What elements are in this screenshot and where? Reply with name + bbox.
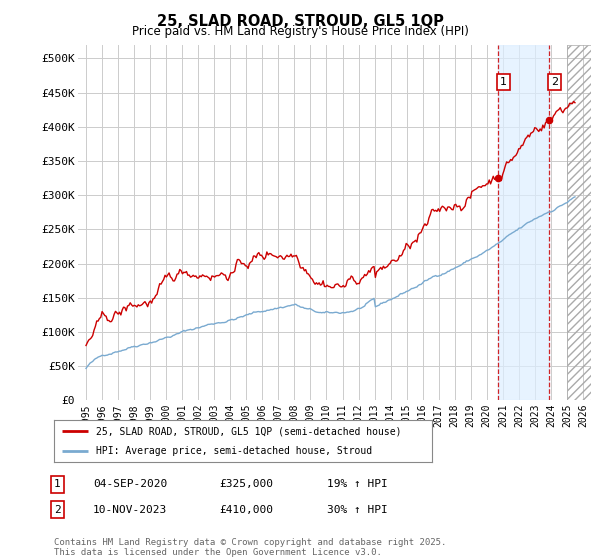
Text: 1: 1: [500, 77, 507, 87]
Text: 2: 2: [54, 505, 61, 515]
Text: 10-NOV-2023: 10-NOV-2023: [93, 505, 167, 515]
Text: £410,000: £410,000: [219, 505, 273, 515]
Bar: [567, 45, 591, 400]
Text: HPI: Average price, semi-detached house, Stroud: HPI: Average price, semi-detached house,…: [95, 446, 372, 456]
Text: £325,000: £325,000: [219, 479, 273, 489]
Text: Contains HM Land Registry data © Crown copyright and database right 2025.
This d: Contains HM Land Registry data © Crown c…: [54, 538, 446, 557]
Text: 30% ↑ HPI: 30% ↑ HPI: [327, 505, 388, 515]
Text: 19% ↑ HPI: 19% ↑ HPI: [327, 479, 388, 489]
Text: 25, SLAD ROAD, STROUD, GL5 1QP: 25, SLAD ROAD, STROUD, GL5 1QP: [157, 14, 443, 29]
Text: 25, SLAD ROAD, STROUD, GL5 1QP (semi-detached house): 25, SLAD ROAD, STROUD, GL5 1QP (semi-det…: [95, 426, 401, 436]
Point: [544, 115, 553, 124]
Point: [493, 174, 502, 183]
Text: 2: 2: [551, 77, 558, 87]
Text: Price paid vs. HM Land Registry's House Price Index (HPI): Price paid vs. HM Land Registry's House …: [131, 25, 469, 38]
Bar: [497, 45, 548, 400]
Text: 04-SEP-2020: 04-SEP-2020: [93, 479, 167, 489]
Text: 1: 1: [54, 479, 61, 489]
